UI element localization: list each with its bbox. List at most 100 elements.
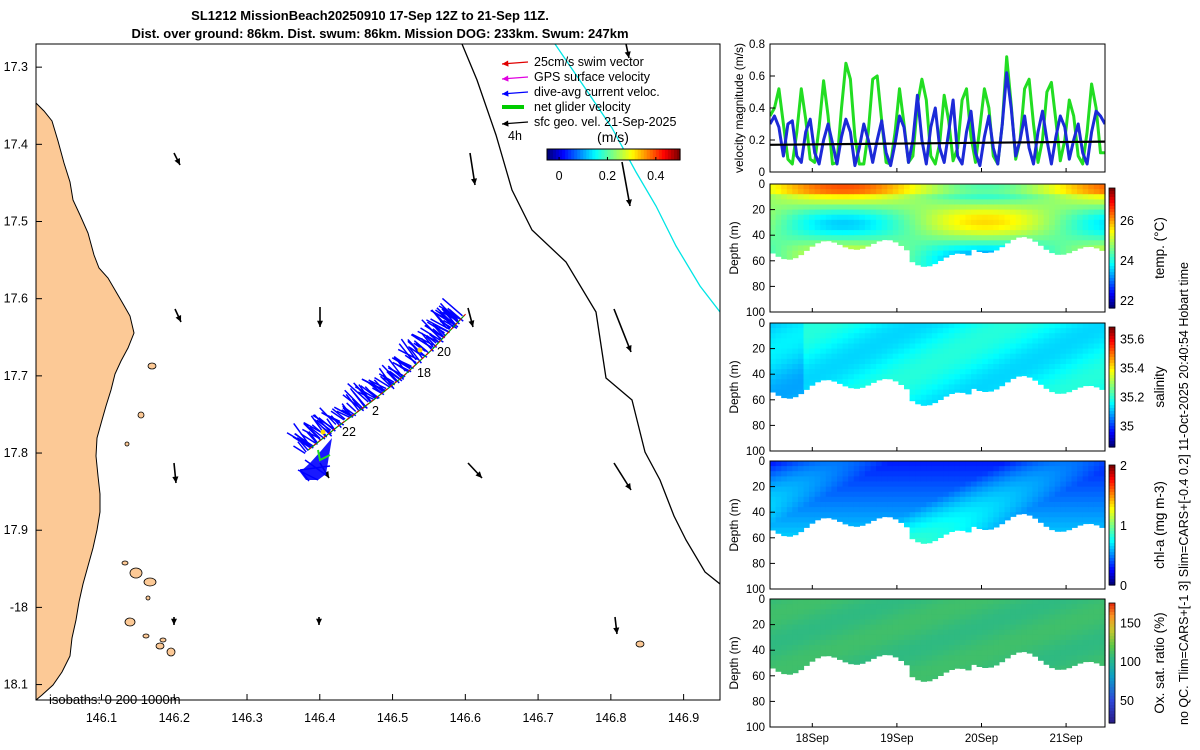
section-cell [1054, 527, 1061, 532]
day-label: 2 [372, 404, 379, 418]
section-colorbar-cell [1109, 525, 1115, 529]
section-cell [943, 507, 950, 513]
section-cell [915, 189, 922, 195]
section-cell [915, 240, 922, 246]
section-cell [864, 364, 872, 370]
section-colorbar-cell [1109, 564, 1115, 568]
section-cell [1021, 629, 1028, 636]
section-cell [887, 481, 894, 488]
section-cell [864, 650, 872, 656]
section-cell [931, 379, 939, 385]
section-cell [797, 353, 805, 360]
section-cell [1082, 369, 1089, 375]
section-cell [920, 481, 927, 488]
section-cell [837, 461, 844, 467]
section-colorbar-cell [1109, 498, 1115, 502]
section-cell [898, 507, 905, 513]
section-cell [775, 379, 782, 385]
section-cell [1043, 328, 1050, 334]
section-cell [1060, 471, 1067, 477]
section-cell [775, 250, 782, 257]
section-colorbar-cell [1109, 558, 1115, 562]
section-cell [1071, 466, 1078, 472]
section-cell [797, 379, 805, 385]
section-cell [1065, 219, 1073, 226]
section-cell [1004, 471, 1011, 477]
section-cell [825, 512, 832, 518]
section-cell [786, 204, 793, 211]
section-cell [1077, 384, 1084, 388]
section-cell [1054, 328, 1061, 334]
section-cell [797, 240, 805, 246]
section-y-tick-label: 60 [752, 533, 765, 545]
section-cell [1049, 507, 1056, 513]
section-cell [870, 502, 877, 508]
section-cell [848, 604, 855, 610]
section-cell [904, 655, 911, 661]
section-cell [820, 219, 827, 226]
map-axes-frame [35, 43, 721, 701]
section-cell [1093, 214, 1100, 221]
section-cell [1099, 466, 1106, 472]
section-cell [954, 645, 961, 651]
section-cell [1099, 219, 1106, 226]
section-cell [976, 517, 983, 523]
section-cell [1026, 323, 1033, 329]
section-cell [982, 353, 989, 360]
section-colorbar-cell [1109, 573, 1115, 577]
section-cell [770, 476, 777, 482]
section-cell [920, 486, 927, 493]
section-cell [1093, 328, 1100, 334]
section-cell [1093, 486, 1100, 493]
section-cell [892, 348, 899, 355]
section-cell [770, 194, 777, 200]
section-cell [770, 665, 777, 669]
section-cell [1099, 624, 1106, 631]
section-colorbar-cell [1109, 516, 1115, 520]
section-cell [809, 204, 816, 211]
section-cell [803, 328, 810, 334]
section-cell [1054, 189, 1061, 195]
section-cell [943, 369, 950, 375]
section-cell [948, 522, 955, 528]
section-cell [837, 640, 844, 646]
section-cell [887, 624, 894, 631]
section-cell [853, 338, 860, 344]
section-cell [1065, 481, 1073, 488]
section-cell [837, 619, 844, 626]
section-cell [943, 466, 950, 472]
section-cell [859, 476, 866, 482]
section-cell [943, 502, 950, 508]
colorbar-cell [619, 149, 624, 160]
section-cell [876, 629, 883, 636]
section-cell [976, 660, 983, 666]
section-cell [948, 491, 955, 498]
section-cell [943, 230, 950, 236]
section-cell [1093, 225, 1100, 231]
section-cell [943, 670, 950, 673]
section-cell [892, 604, 899, 610]
section-cell [837, 604, 844, 610]
section-cell [915, 655, 922, 661]
section-cell [976, 219, 983, 226]
section-cell [971, 624, 978, 631]
section-cell [926, 219, 933, 226]
section-cell [904, 245, 911, 251]
current-vector [357, 391, 374, 401]
section-cell [959, 230, 966, 236]
section-cell [887, 338, 894, 344]
section-cell [870, 599, 877, 605]
section-cell [775, 517, 782, 523]
section-cell [781, 353, 788, 360]
section-cell [1088, 333, 1095, 339]
section-cell [1026, 619, 1033, 626]
section-cell [1071, 343, 1078, 350]
section-cell [1099, 235, 1106, 241]
section-cell [1004, 614, 1011, 620]
section-cell [853, 323, 860, 329]
section-cell [954, 614, 961, 620]
section-cell [937, 364, 944, 370]
section-cell [1065, 389, 1073, 393]
section-cell [809, 353, 816, 360]
section-cell [792, 599, 799, 605]
